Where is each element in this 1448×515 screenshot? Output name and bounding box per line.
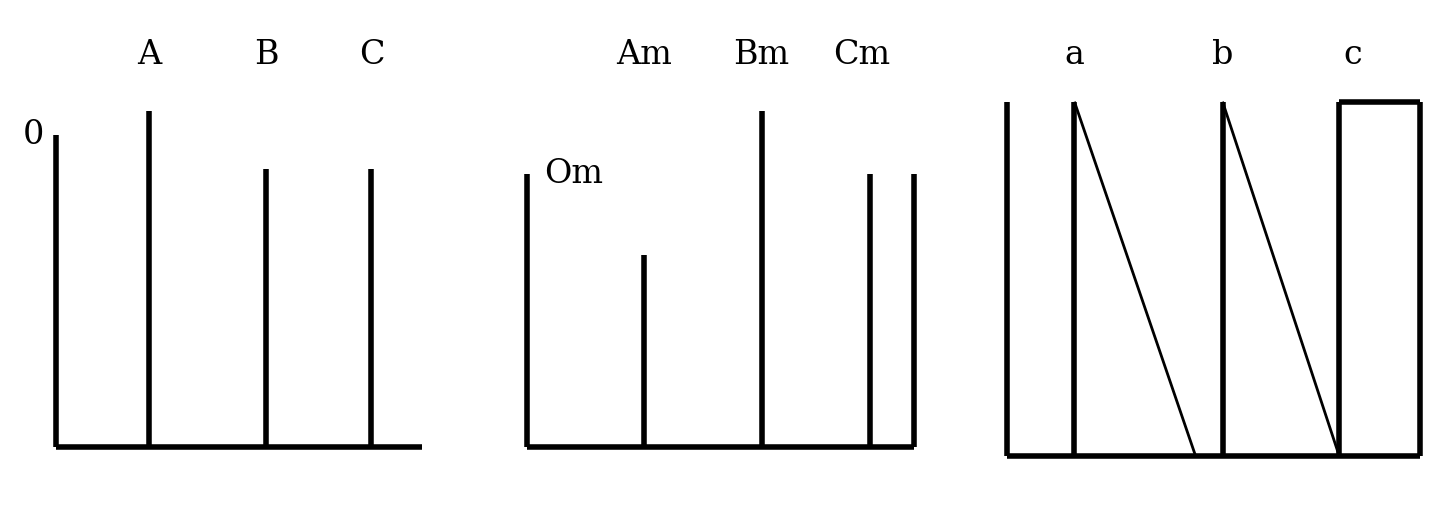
Text: Bm: Bm [734, 40, 789, 72]
Text: C: C [359, 40, 384, 72]
Text: Am: Am [617, 40, 672, 72]
Text: c: c [1344, 40, 1363, 72]
Text: B: B [255, 40, 278, 72]
Text: A: A [136, 40, 161, 72]
Text: b: b [1212, 40, 1234, 72]
Text: 0: 0 [23, 119, 45, 151]
Text: Cm: Cm [833, 40, 891, 72]
Text: a: a [1064, 40, 1085, 72]
Text: Om: Om [544, 158, 604, 190]
